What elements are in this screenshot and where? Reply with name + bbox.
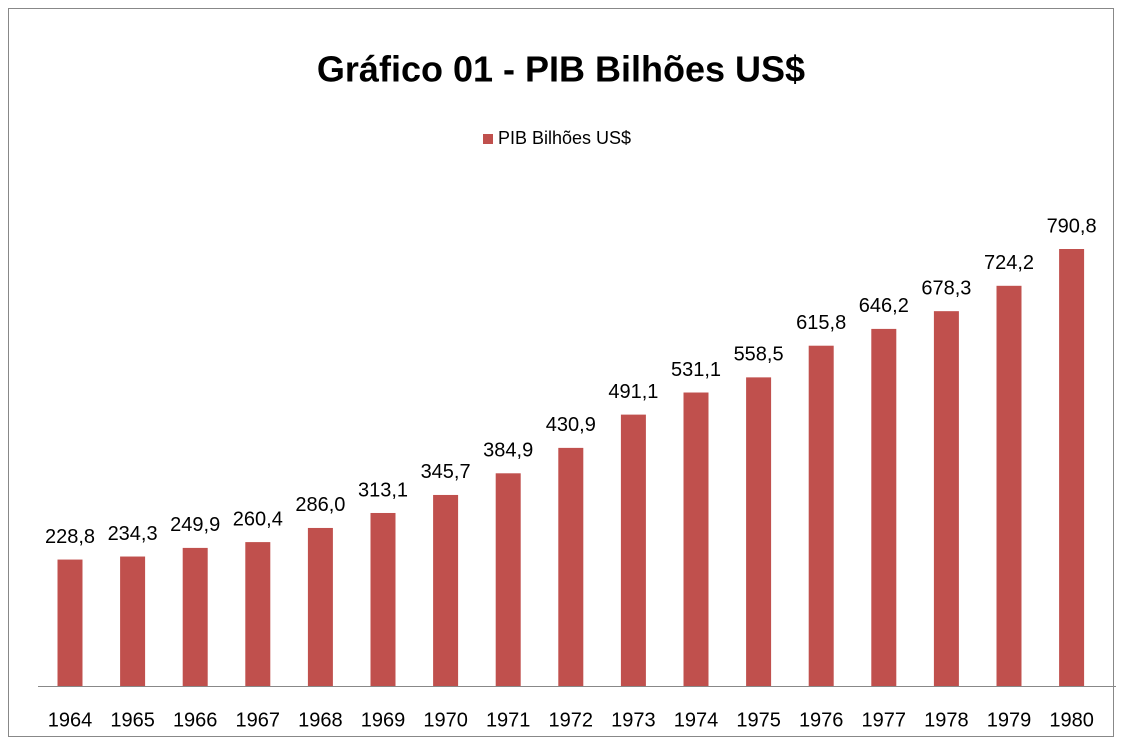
bar <box>120 556 146 686</box>
x-tick-label: 1973 <box>611 709 656 731</box>
value-label: 313,1 <box>358 479 408 501</box>
value-label: 260,4 <box>233 508 283 530</box>
chart-title: Gráfico 01 - PIB Bilhões US$ <box>317 49 805 90</box>
value-label: 724,2 <box>984 252 1034 274</box>
bar <box>683 392 709 686</box>
bar <box>996 285 1022 686</box>
x-tick-label: 1978 <box>924 709 969 731</box>
value-label: 531,1 <box>671 359 721 381</box>
x-tick-label: 1980 <box>1049 709 1094 731</box>
value-label: 646,2 <box>859 295 909 317</box>
value-label: 558,5 <box>734 344 784 366</box>
x-tick-label: 1974 <box>674 709 719 731</box>
x-tick-label: 1966 <box>173 709 218 731</box>
x-tick-label: 1979 <box>987 709 1032 731</box>
bar <box>746 377 772 686</box>
x-tick-label: 1969 <box>361 709 406 731</box>
bar <box>245 542 271 686</box>
x-tick-label: 1968 <box>298 709 343 731</box>
value-label: 249,9 <box>170 514 220 536</box>
value-label: 615,8 <box>796 312 846 334</box>
value-label: 384,9 <box>483 440 533 462</box>
bar <box>370 512 396 686</box>
bar <box>558 447 584 686</box>
x-tick-label: 1971 <box>486 709 531 731</box>
x-tick-label: 1965 <box>110 709 155 731</box>
bar <box>620 414 646 686</box>
bar <box>871 328 897 686</box>
bar <box>182 547 208 686</box>
x-tick-label: 1976 <box>799 709 844 731</box>
bar <box>933 311 959 686</box>
value-label: 286,0 <box>295 494 345 516</box>
x-tick-label: 1972 <box>549 709 594 731</box>
x-tick-label: 1977 <box>862 709 907 731</box>
bar <box>495 473 521 686</box>
x-tick-label: 1964 <box>48 709 93 731</box>
x-tick-label: 1967 <box>236 709 281 731</box>
value-label: 790,8 <box>1047 215 1097 237</box>
bar <box>433 494 459 686</box>
bar <box>1059 249 1085 686</box>
x-tick-label: 1970 <box>423 709 468 731</box>
bar <box>307 527 333 686</box>
x-tick-label: 1975 <box>736 709 781 731</box>
bar <box>57 559 83 686</box>
value-label: 491,1 <box>608 381 658 403</box>
value-label: 228,8 <box>45 526 95 548</box>
legend-swatch <box>483 134 493 144</box>
bar <box>808 345 834 686</box>
value-label: 678,3 <box>921 277 971 299</box>
value-label: 345,7 <box>421 461 471 483</box>
value-label: 234,3 <box>108 523 158 545</box>
value-label: 430,9 <box>546 414 596 436</box>
legend-label: PIB Bilhões US$ <box>498 128 631 148</box>
